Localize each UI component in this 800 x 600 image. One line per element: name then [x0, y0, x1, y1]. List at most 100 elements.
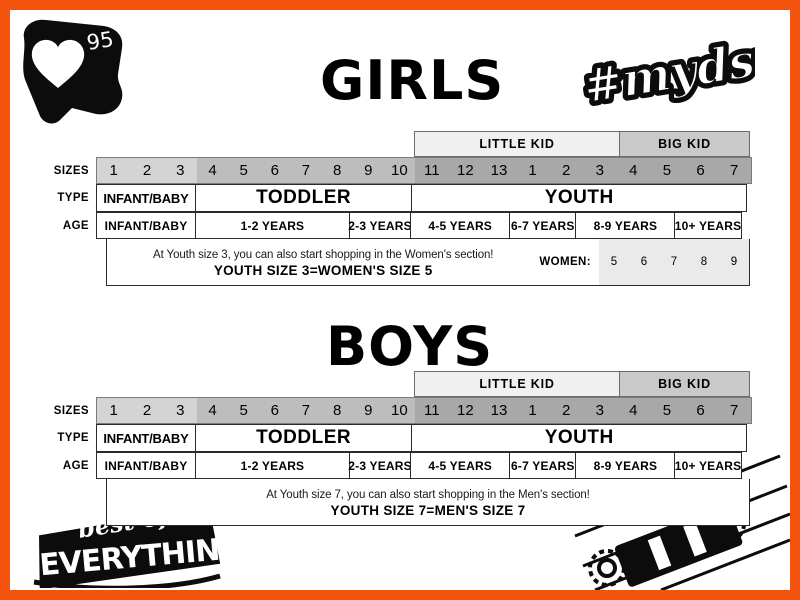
size-cell: 2	[130, 398, 164, 423]
size-cell: 8	[321, 158, 353, 183]
svg-text:#mydsw: #mydsw	[580, 32, 755, 113]
size-cell: 1	[97, 158, 131, 183]
size-cell: 6	[683, 158, 718, 183]
age-cell: 8-9 YEARS	[575, 212, 676, 239]
women-size-cell: 8	[700, 256, 708, 268]
age-cell: 1-2 YEARS	[194, 212, 351, 239]
type-cell: INFANT/BABY	[96, 184, 196, 212]
type-cell: YOUTH	[411, 424, 748, 452]
age-cell: 6-7 YEARS	[509, 452, 577, 479]
size-cell: 11	[414, 158, 449, 183]
girls-age-cells: INFANT/BABY 1-2 YEARS 2-3 YEARS 4-5 YEARS 6-…	[96, 212, 750, 239]
women-size-cells: 5 6 7 8 9	[599, 239, 749, 285]
boys-sizes-label: SIZES	[53, 404, 89, 417]
svg-text:#mydsw: #mydsw	[580, 32, 755, 113]
type-cell: INFANT/BABY	[96, 424, 196, 452]
size-cell: 9	[352, 398, 384, 423]
age-cell: 1-2 YEARS	[194, 452, 351, 479]
type-cell: TODDLER	[194, 184, 413, 212]
girls-sizes-row: SIZES 1 2 3 4 5 6 7 8 9 10 11 12 13 1 2 3 4 5 6 7	[48, 157, 752, 184]
chart-canvas: 95 #mydsw #mydsw #mydsw best of EVERYTHI…	[10, 10, 790, 590]
girls-note-line2: YOUTH SIZE 3=WOMEN'S SIZE 5	[213, 262, 433, 278]
boys-section-title: BOYS	[326, 315, 494, 378]
size-cell: 6	[683, 398, 718, 423]
size-cell: 9	[352, 158, 384, 183]
size-cell: 7	[290, 158, 322, 183]
women-size-cell: 9	[730, 256, 738, 268]
size-cell: 13	[482, 398, 516, 423]
girls-type-label: TYPE	[57, 192, 89, 204]
size-cell: 6	[259, 398, 291, 423]
women-size-cell: 7	[670, 256, 678, 268]
size-cell: 7	[717, 158, 751, 183]
age-cell: 10+ YEARS	[674, 212, 742, 239]
women-size-cell: 5	[610, 256, 618, 268]
svg-text:EVERYTHING: EVERYTHING	[38, 531, 227, 584]
size-cell: 5	[228, 158, 260, 183]
heart-badge-count-text: 95	[85, 27, 115, 55]
age-cell: 8-9 YEARS	[575, 452, 676, 479]
size-cell: 10	[383, 398, 415, 423]
boys-little-kid-band: LITTLE KID	[414, 371, 620, 397]
size-cell: 6	[259, 158, 291, 183]
age-cell: 10+ YEARS	[674, 452, 742, 479]
age-cell: INFANT/BABY	[96, 452, 196, 479]
girls-big-kid-band: BIG KID	[619, 131, 750, 157]
size-cell: 10	[383, 158, 415, 183]
size-cell: 4	[616, 158, 651, 183]
size-cell: 4	[616, 398, 651, 423]
boys-note-line1: At Youth size 7, you can also start shop…	[266, 488, 590, 501]
boys-age-row: AGE INFANT/BABY 1-2 YEARS 2-3 YEARS 4-5 YEA…	[48, 452, 750, 479]
boys-type-row: TYPE INFANT/BABY TODDLER YOUTH	[48, 424, 750, 452]
size-cell: 5	[228, 398, 260, 423]
girls-women-conversion: WOMEN: 5 6 7 8 9	[539, 239, 749, 285]
boys-sizes-cells: 1 2 3 4 5 6 7 8 9 10 11 12 13 1 2 3 4 5 6 7	[96, 397, 752, 424]
boys-age-label: AGE	[62, 459, 89, 472]
girls-age-label: AGE	[62, 219, 89, 232]
girls-section-title: GIRLS	[320, 49, 505, 112]
age-cell: 6-7 YEARS	[509, 212, 577, 239]
size-cell: 4	[196, 158, 229, 183]
girls-sizes-label: SIZES	[53, 164, 89, 177]
age-cell: 2-3 YEARS	[348, 212, 412, 239]
girls-note: At Youth size 3, you can also start shop…	[106, 239, 750, 286]
type-cell: TODDLER	[194, 424, 413, 452]
size-cell: 5	[650, 158, 684, 183]
size-cell: 13	[482, 158, 516, 183]
size-cell: 3	[163, 398, 197, 423]
size-cell: 12	[448, 158, 483, 183]
girls-note-line1: At Youth size 3, you can also start shop…	[153, 248, 494, 261]
size-cell: 8	[321, 398, 353, 423]
type-cell: YOUTH	[411, 184, 748, 212]
size-cell: 12	[448, 398, 483, 423]
size-cell: 11	[414, 398, 449, 423]
size-cell: 1	[97, 398, 131, 423]
size-cell: 1	[515, 398, 550, 423]
age-cell: 2-3 YEARS	[348, 452, 412, 479]
heart-badge-icon: 95	[23, 19, 123, 124]
size-cell: 3	[582, 158, 617, 183]
women-label: WOMEN:	[539, 256, 591, 268]
girls-sizes-cells: 1 2 3 4 5 6 7 8 9 10 11 12 13 1 2 3 4 5 6 7	[96, 157, 752, 184]
boys-big-kid-band: BIG KID	[619, 371, 750, 397]
svg-text:#mydsw: #mydsw	[580, 32, 755, 113]
girls-age-row: AGE INFANT/BABY 1-2 YEARS 2-3 YEARS 4-5 YEA…	[48, 212, 750, 239]
size-cell: 4	[196, 398, 229, 423]
size-cell: 1	[515, 158, 550, 183]
age-cell: 4-5 YEARS	[409, 452, 511, 479]
age-cell: INFANT/BABY	[96, 212, 196, 239]
size-cell: 7	[290, 398, 322, 423]
boys-note-line2: YOUTH SIZE 7=MEN'S SIZE 7	[330, 502, 526, 518]
boys-type-cells: INFANT/BABY TODDLER YOUTH	[96, 424, 750, 452]
size-cell: 2	[549, 398, 583, 423]
girls-little-kid-band: LITTLE KID	[414, 131, 620, 157]
women-size-cell: 6	[640, 256, 648, 268]
boys-type-label: TYPE	[57, 432, 89, 444]
size-cell: 2	[549, 158, 583, 183]
size-cell: 5	[650, 398, 684, 423]
size-cell: 3	[582, 398, 617, 423]
size-cell: 2	[130, 158, 164, 183]
boys-age-cells: INFANT/BABY 1-2 YEARS 2-3 YEARS 4-5 YEARS 6-…	[96, 452, 750, 479]
girls-type-cells: INFANT/BABY TODDLER YOUTH	[96, 184, 750, 212]
